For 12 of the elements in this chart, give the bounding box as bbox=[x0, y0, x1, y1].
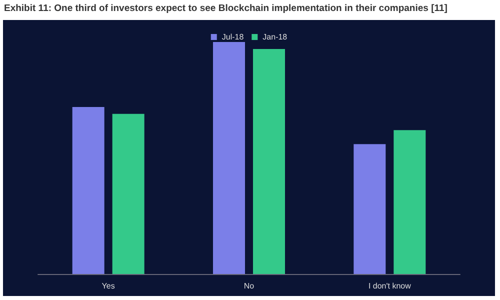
bar bbox=[213, 42, 245, 274]
legend-label: Jan-18 bbox=[262, 32, 288, 42]
x-tick-label: I don't know bbox=[368, 282, 412, 290]
bar bbox=[72, 106, 104, 274]
x-tick-label: No bbox=[244, 282, 255, 290]
bar bbox=[253, 48, 285, 274]
legend-label: Jul-18 bbox=[222, 32, 244, 42]
chart-title: Exhibit 11: One third of investors expect to see Blockchain implementation in their companies [11] bbox=[4, 3, 448, 14]
x-tick-label: Yes bbox=[102, 282, 115, 290]
bar bbox=[112, 114, 144, 274]
bar bbox=[394, 130, 426, 274]
bar bbox=[354, 144, 386, 274]
